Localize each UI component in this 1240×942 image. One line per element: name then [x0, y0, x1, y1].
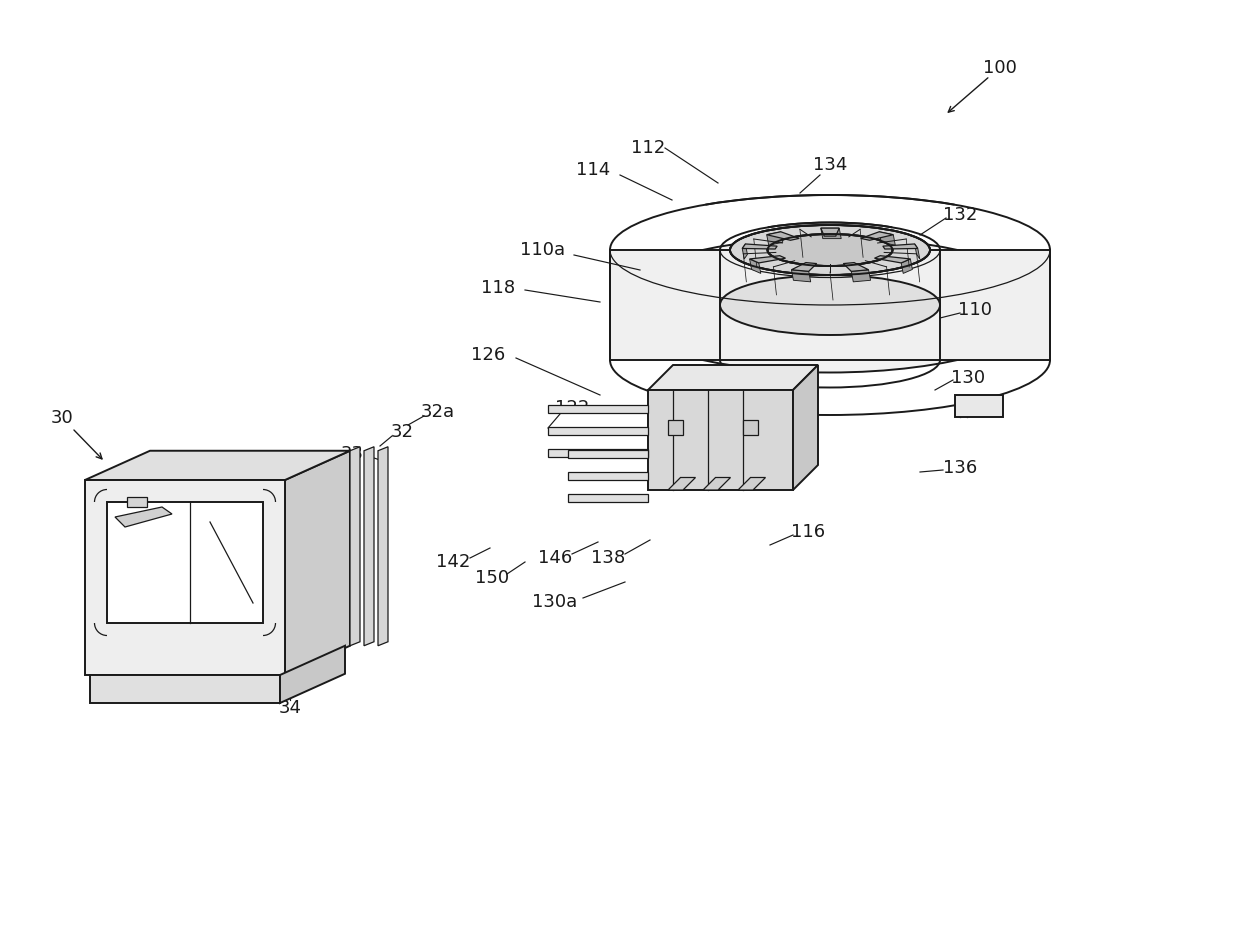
Polygon shape: [821, 228, 839, 236]
Polygon shape: [86, 451, 350, 480]
Polygon shape: [703, 478, 730, 490]
Polygon shape: [115, 507, 172, 527]
Polygon shape: [738, 478, 765, 490]
Polygon shape: [883, 244, 918, 249]
Polygon shape: [791, 269, 811, 282]
Polygon shape: [821, 228, 841, 238]
Text: 114: 114: [575, 161, 610, 179]
Ellipse shape: [730, 225, 930, 275]
Polygon shape: [915, 244, 920, 259]
Text: 122: 122: [554, 399, 589, 417]
Text: 110: 110: [959, 301, 992, 319]
Polygon shape: [879, 232, 895, 245]
Polygon shape: [568, 494, 649, 502]
Polygon shape: [649, 365, 818, 390]
Text: 130: 130: [951, 369, 985, 387]
Polygon shape: [766, 232, 782, 245]
Polygon shape: [791, 263, 817, 271]
Text: 34: 34: [279, 699, 301, 717]
Ellipse shape: [610, 237, 1050, 372]
Polygon shape: [874, 255, 910, 263]
Text: 134: 134: [812, 156, 847, 174]
Polygon shape: [610, 250, 1050, 360]
Polygon shape: [743, 244, 777, 249]
Polygon shape: [378, 447, 388, 646]
Ellipse shape: [720, 275, 940, 335]
Polygon shape: [280, 646, 345, 703]
Polygon shape: [766, 232, 800, 240]
Polygon shape: [86, 480, 285, 675]
Text: 138: 138: [591, 549, 625, 567]
Polygon shape: [107, 502, 263, 623]
Text: 116: 116: [791, 523, 825, 541]
Polygon shape: [350, 447, 360, 646]
Polygon shape: [568, 450, 649, 458]
Text: 150: 150: [475, 569, 510, 587]
Polygon shape: [843, 263, 868, 271]
Polygon shape: [285, 451, 350, 675]
Text: 31: 31: [197, 453, 219, 471]
Text: 136: 136: [942, 459, 977, 477]
Text: 33: 33: [341, 445, 363, 463]
Polygon shape: [548, 405, 649, 413]
Text: 34: 34: [131, 479, 155, 497]
Polygon shape: [668, 478, 696, 490]
Text: 32: 32: [391, 423, 413, 441]
Text: 100: 100: [983, 59, 1017, 77]
Polygon shape: [548, 427, 649, 435]
Polygon shape: [750, 259, 761, 273]
Polygon shape: [91, 675, 280, 703]
Polygon shape: [743, 244, 748, 259]
Text: 126: 126: [471, 346, 505, 364]
Polygon shape: [861, 232, 893, 240]
Text: 146: 146: [538, 549, 572, 567]
Polygon shape: [548, 449, 649, 457]
Polygon shape: [668, 420, 683, 435]
Polygon shape: [901, 259, 913, 273]
Polygon shape: [126, 497, 148, 507]
Polygon shape: [365, 447, 374, 646]
Text: 112: 112: [631, 139, 665, 157]
Polygon shape: [568, 472, 649, 480]
Text: 30: 30: [51, 409, 73, 427]
Text: 36: 36: [117, 646, 139, 664]
Text: 110a: 110a: [521, 241, 565, 259]
Text: 130a: 130a: [532, 593, 578, 611]
Polygon shape: [649, 390, 794, 490]
Text: 132: 132: [942, 206, 977, 224]
Polygon shape: [794, 365, 818, 490]
Polygon shape: [750, 255, 785, 263]
Text: 32a: 32a: [420, 403, 455, 421]
Polygon shape: [743, 420, 758, 435]
Bar: [955, 395, 1003, 417]
Polygon shape: [852, 269, 870, 282]
Text: 142: 142: [435, 553, 470, 571]
Text: 118: 118: [481, 279, 515, 297]
Ellipse shape: [768, 234, 893, 266]
Text: 37: 37: [126, 559, 150, 577]
